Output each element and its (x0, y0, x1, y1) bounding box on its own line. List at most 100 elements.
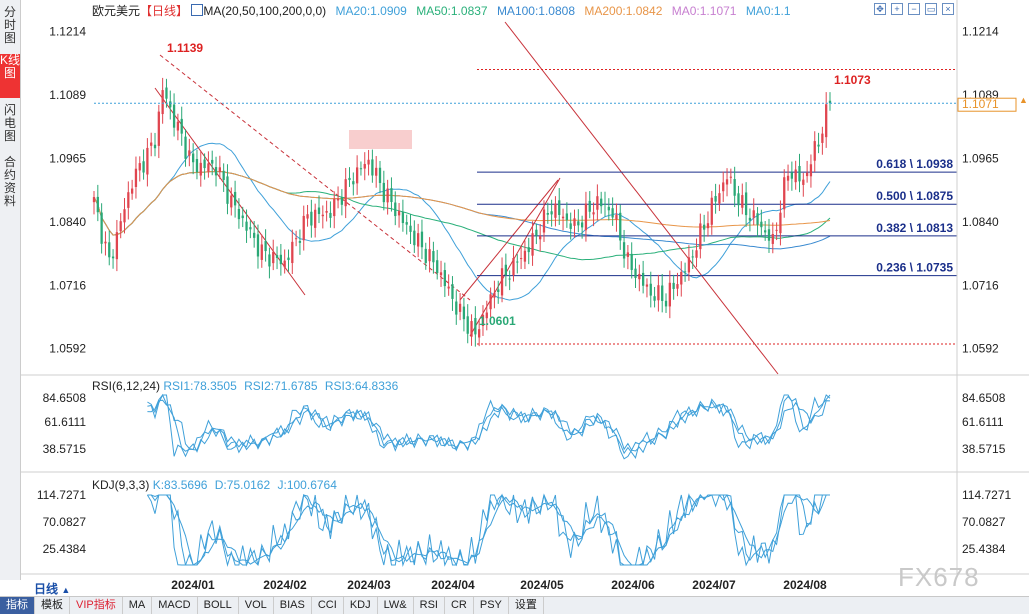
price-tick-left: 1.1214 (49, 24, 86, 38)
tab-macd[interactable]: MACD (152, 597, 198, 614)
candle-body (638, 273, 641, 280)
rsi1-value: RSI1:78.3505 (163, 379, 237, 393)
candle-body (828, 100, 832, 104)
tab-cr[interactable]: CR (445, 597, 474, 614)
close-icon[interactable]: × (942, 3, 954, 15)
candle-body (378, 167, 382, 183)
tab-template[interactable]: 模板 (35, 597, 70, 614)
candle-body (329, 212, 332, 218)
candle-body (718, 193, 721, 204)
kdj-tick-right: 25.4384 (962, 542, 1006, 556)
candle-body (92, 197, 96, 203)
tab-ma[interactable]: MA (123, 597, 153, 614)
period-tag[interactable]: 【日线】 (140, 4, 189, 18)
candle-body (504, 264, 507, 276)
candle-body (588, 200, 591, 212)
zoom-in-icon[interactable]: + (891, 3, 903, 15)
candle-body (771, 234, 774, 244)
candle-body (668, 282, 671, 307)
tab-cci[interactable]: CCI (312, 597, 344, 614)
rsi-tick-right: 84.6508 (962, 391, 1006, 405)
candle-body (706, 223, 710, 229)
high-annotation: 1.1139 (167, 41, 203, 55)
candle-body (199, 162, 202, 176)
tab-bias[interactable]: BIAS (274, 597, 312, 614)
tab-vol[interactable]: VOL (239, 597, 274, 614)
candle-body (805, 172, 809, 177)
candle-body (96, 196, 99, 213)
kdj-title: KDJ(9,3,3) (92, 478, 150, 492)
kdj-tick-left: 114.7271 (37, 488, 86, 502)
rsi-tick-left: 61.6111 (44, 415, 86, 429)
tab-psy[interactable]: PSY (474, 597, 509, 614)
candle-body (622, 242, 626, 259)
candle-body (180, 118, 183, 134)
ma-params: MA(20,50,100,200,0,0) (203, 4, 327, 18)
ma0-value-a: MA0:1.1071 (671, 4, 737, 18)
tab-boll[interactable]: BOLL (198, 597, 239, 614)
candle-body (474, 317, 477, 335)
candle-body (699, 223, 702, 250)
ma0-value-b: MA0:1.1 (745, 4, 791, 18)
candle-body (302, 215, 305, 241)
kdj-tick-right: 70.0827 (962, 515, 1006, 529)
candle-body (592, 212, 595, 215)
symbol-name: 欧元美元 (92, 4, 141, 18)
time-tick: 2024/01 (171, 578, 215, 592)
downtrend-channel-upper (159, 54, 471, 301)
candle-body (573, 218, 576, 226)
candle-body (310, 211, 313, 226)
candle-body (825, 104, 828, 138)
candle-body (634, 268, 637, 278)
candle-body (314, 209, 317, 228)
period-dropdown-icon[interactable]: ▲ (61, 585, 71, 595)
candle-body (291, 241, 294, 264)
candle-body (657, 285, 660, 301)
tab-lightning[interactable]: 闪电图 (3, 103, 16, 143)
candle-body (680, 271, 683, 285)
tab-kline[interactable]: K线图 (0, 54, 20, 98)
tab-contract-info[interactable]: 合约资料 (3, 155, 16, 208)
tab-vip-indicator[interactable]: VIP指标 (70, 597, 123, 614)
tab-indicator[interactable]: 指标 (0, 597, 35, 614)
tab-rsi[interactable]: RSI (414, 597, 445, 614)
candle-body (268, 254, 271, 267)
candle-body (580, 222, 584, 228)
candle-body (436, 260, 439, 274)
candle-body (630, 253, 633, 270)
candle-body (417, 233, 420, 247)
candle-body (169, 101, 172, 108)
move-icon[interactable]: ✥ (874, 3, 886, 15)
candle-body (161, 90, 164, 115)
ma-icon[interactable] (191, 4, 204, 16)
candle-body (535, 229, 538, 236)
candle-body (359, 168, 363, 170)
candle-body (645, 284, 649, 287)
candle-body (207, 163, 210, 172)
candle-body (802, 179, 805, 185)
candle-body (336, 198, 340, 201)
candle-body (611, 208, 614, 218)
candle-body (485, 312, 488, 319)
candle-body (104, 241, 107, 244)
candle-body (333, 198, 336, 217)
candle-body (409, 225, 412, 232)
fib-label: 0.618 \ 1.0938 (876, 157, 953, 171)
period-label[interactable]: 日线 ▲ (34, 582, 71, 596)
candle-body (195, 159, 199, 173)
candle-body (649, 283, 652, 296)
candle-body (722, 182, 725, 192)
candle-body (325, 211, 328, 213)
candle-body (519, 258, 523, 260)
zoom-out-icon[interactable]: − (908, 3, 920, 15)
candle-body (245, 221, 248, 231)
tab-lw[interactable]: LW& (378, 597, 414, 614)
candle-body (451, 284, 454, 299)
candle-body (455, 301, 458, 315)
tab-intraday[interactable]: 分时图 (3, 5, 16, 45)
window-icon[interactable]: ▭ (925, 3, 937, 15)
tab-kdj[interactable]: KDJ (344, 597, 378, 614)
candle-body (405, 222, 408, 225)
tab-settings[interactable]: 设置 (509, 597, 544, 614)
candle-body (397, 211, 401, 216)
